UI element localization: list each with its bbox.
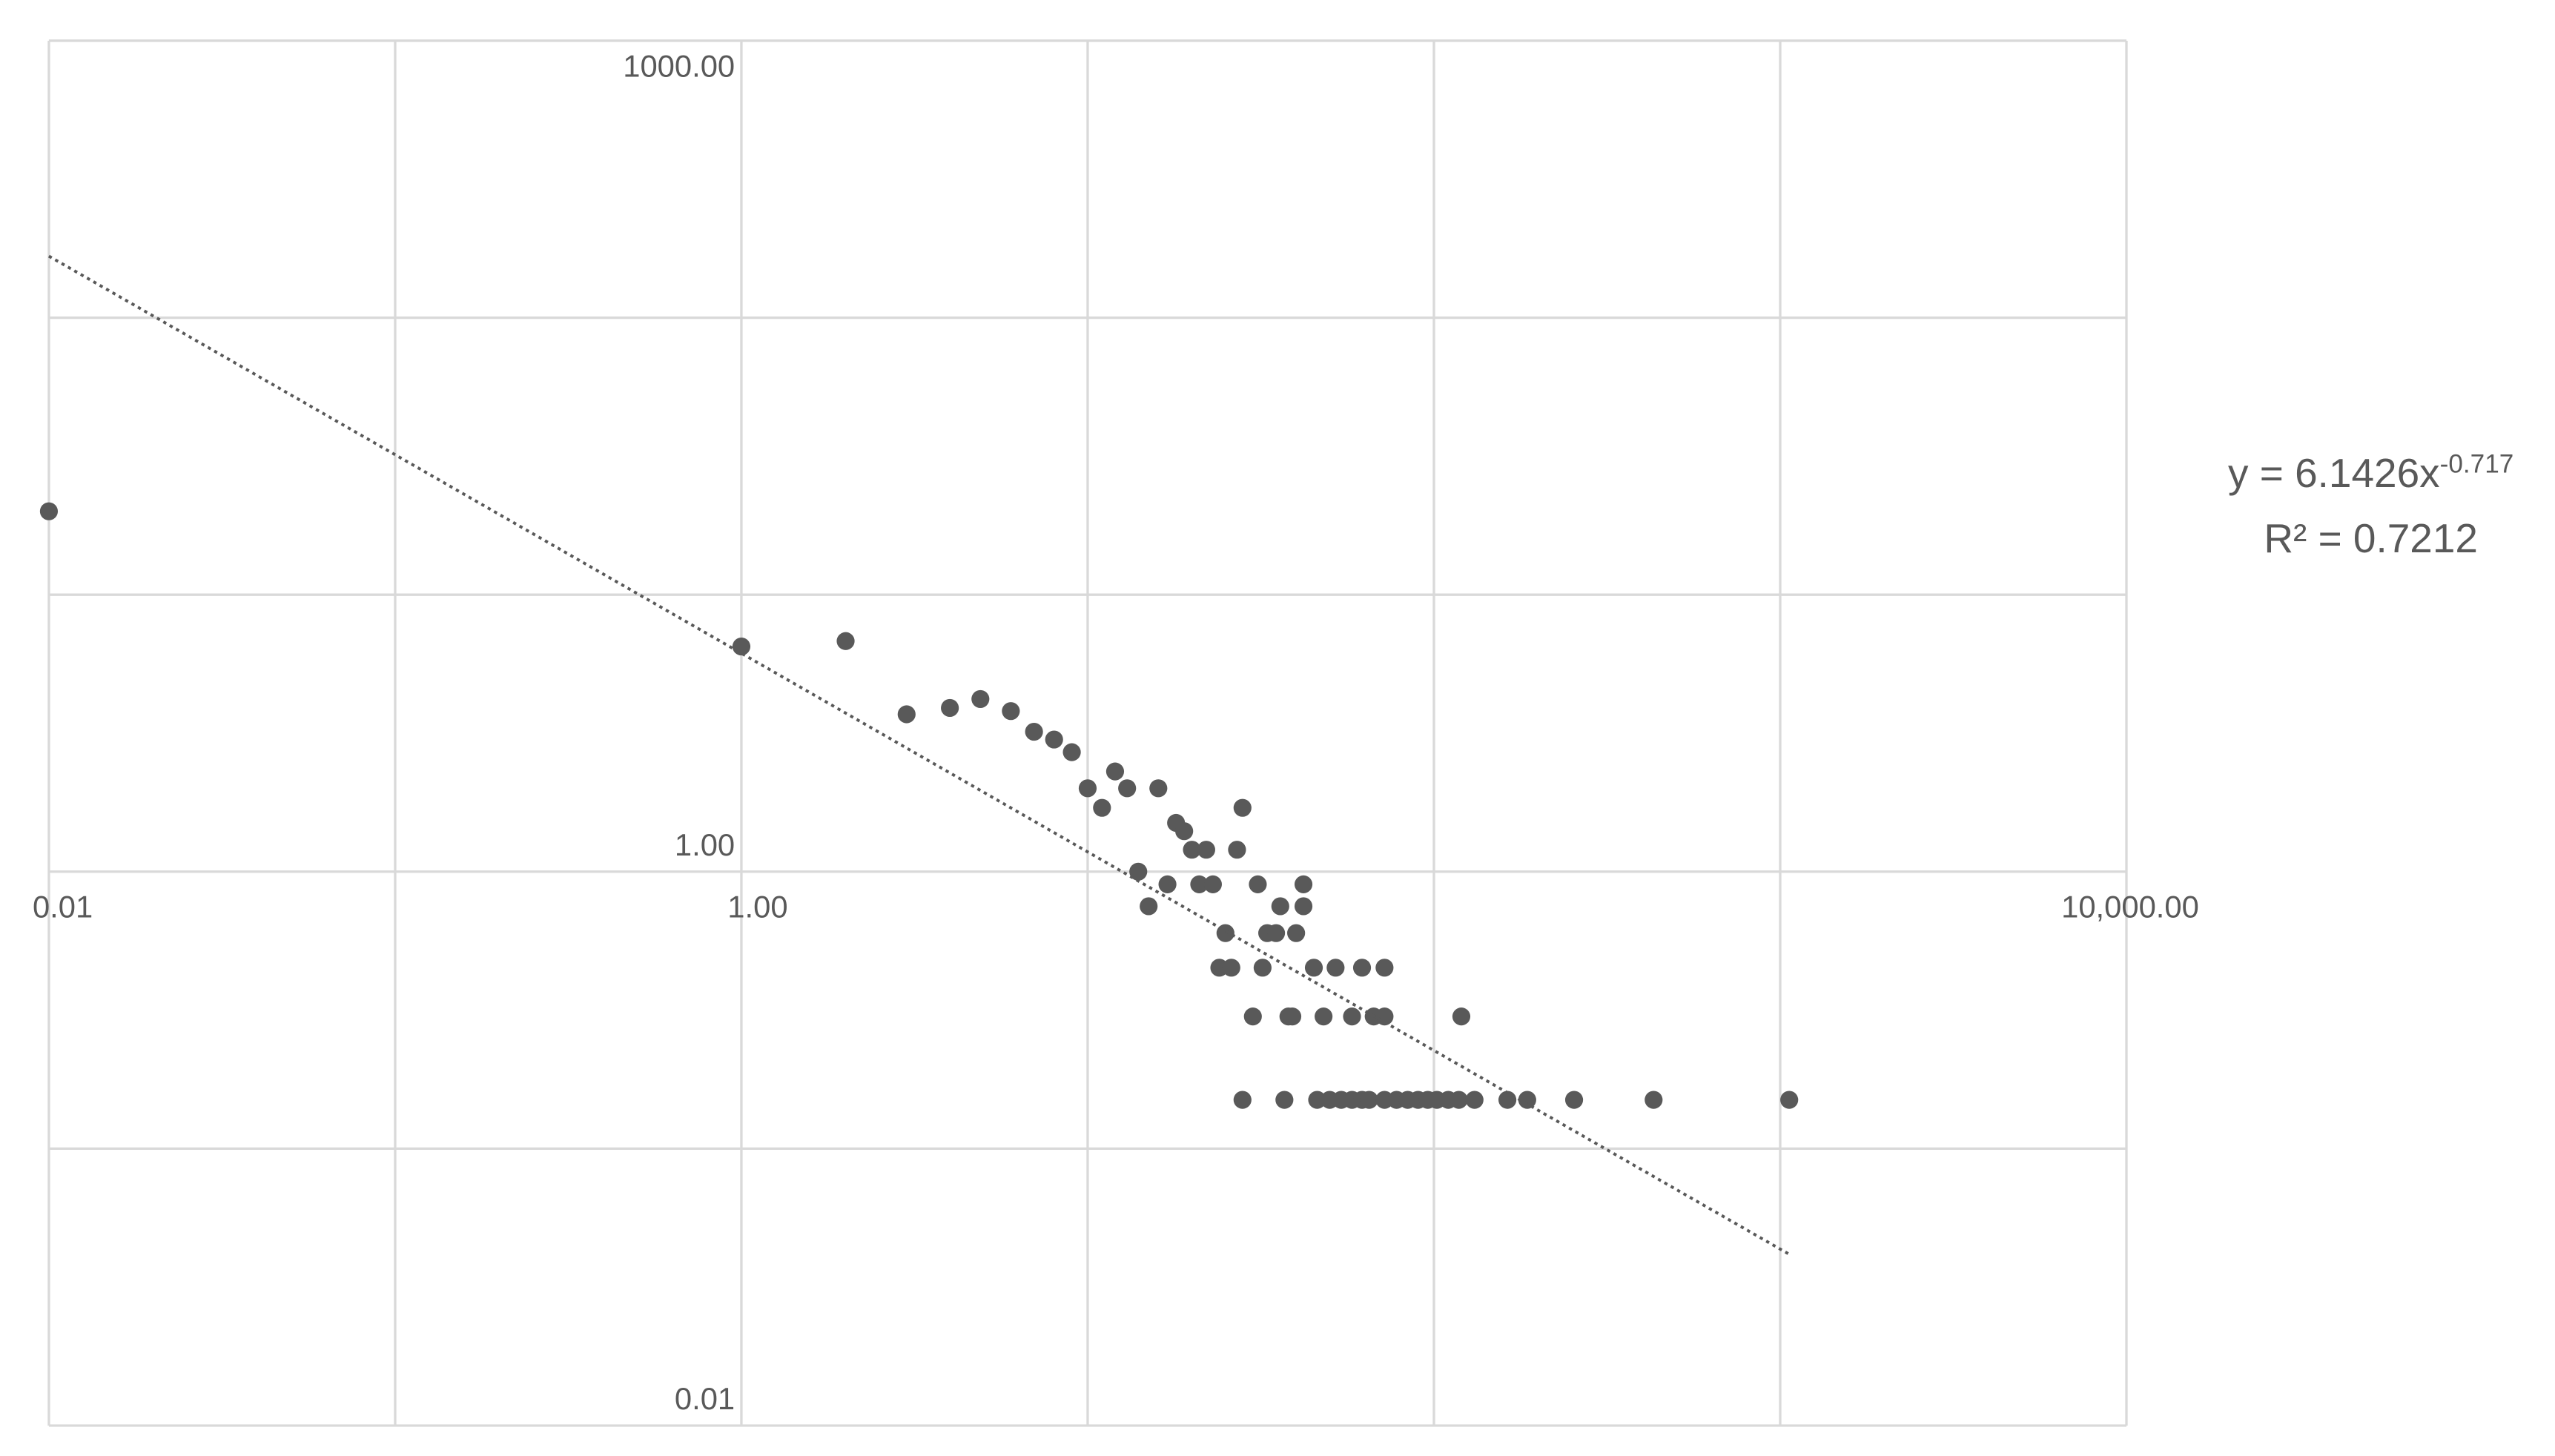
plot-area	[39, 254, 1799, 1256]
data-point	[1197, 841, 1215, 859]
data-point	[732, 637, 751, 656]
data-point	[1025, 722, 1043, 741]
x-tick-label: 0.01	[33, 889, 93, 924]
x-tick-label: 1.00	[727, 889, 787, 924]
data-point	[1275, 1091, 1294, 1109]
r-squared: R² = 0.7212	[2264, 515, 2478, 561]
data-point	[1283, 1007, 1302, 1026]
y-tick-label: 0.01	[675, 1381, 735, 1416]
data-point	[1253, 959, 1272, 977]
data-point	[1183, 841, 1201, 859]
data-point	[1190, 875, 1209, 893]
data-point	[39, 502, 59, 520]
data-point	[1518, 1091, 1536, 1109]
data-point	[1375, 959, 1394, 977]
data-point	[1078, 779, 1097, 798]
data-point	[1228, 841, 1246, 859]
data-point	[1203, 875, 1222, 893]
data-point	[1222, 959, 1240, 977]
data-point	[1326, 959, 1345, 977]
data-point	[1233, 798, 1252, 817]
data-point	[897, 705, 916, 724]
data-point	[1294, 897, 1313, 916]
data-point	[1315, 1007, 1333, 1026]
data-point	[1216, 924, 1234, 942]
equation-exponent: -0.717	[2440, 449, 2514, 478]
data-point	[1287, 924, 1306, 942]
data-point	[1175, 822, 1194, 841]
data-point	[1450, 1091, 1468, 1109]
x-tick-label: 10,000.00	[2061, 889, 2199, 924]
data-point	[941, 698, 959, 718]
data-point	[1118, 779, 1137, 798]
equation-text: y = 6.1426x	[2228, 450, 2440, 496]
data-point	[1002, 702, 1020, 721]
data-point	[971, 689, 990, 709]
data-point	[1062, 743, 1081, 761]
data-point	[1452, 1007, 1471, 1026]
grid: 0.01 1.00 10,000.00 0.01 1.00 1000.00	[33, 39, 2199, 1427]
data-point	[1129, 862, 1148, 881]
data-point	[1352, 959, 1372, 977]
data-point	[1233, 1091, 1252, 1109]
data-point	[1266, 924, 1286, 942]
data-point	[1308, 1091, 1326, 1109]
data-point	[1149, 779, 1168, 798]
data-point	[1105, 762, 1125, 781]
data-point	[1271, 897, 1289, 916]
data-point	[1304, 959, 1323, 977]
data-point	[1564, 1091, 1584, 1109]
data-point	[1465, 1091, 1484, 1109]
data-point	[1645, 1091, 1663, 1109]
data-point	[1140, 897, 1158, 916]
y-tick-label: 1.00	[675, 827, 735, 862]
data-point	[1294, 875, 1313, 893]
data-point	[1360, 1091, 1378, 1109]
trendline-equation: y = 6.1426x-0.717	[2228, 449, 2513, 496]
data-point	[1243, 1007, 1262, 1026]
data-point	[1158, 875, 1177, 893]
data-point	[1343, 1007, 1361, 1026]
data-point	[1780, 1091, 1799, 1109]
data-point	[1093, 798, 1111, 817]
data-point	[1045, 730, 1063, 749]
trendline	[47, 254, 1791, 1256]
y-tick-label: 1000.00	[623, 48, 735, 83]
data-point	[836, 632, 855, 650]
data-point	[1249, 875, 1267, 893]
